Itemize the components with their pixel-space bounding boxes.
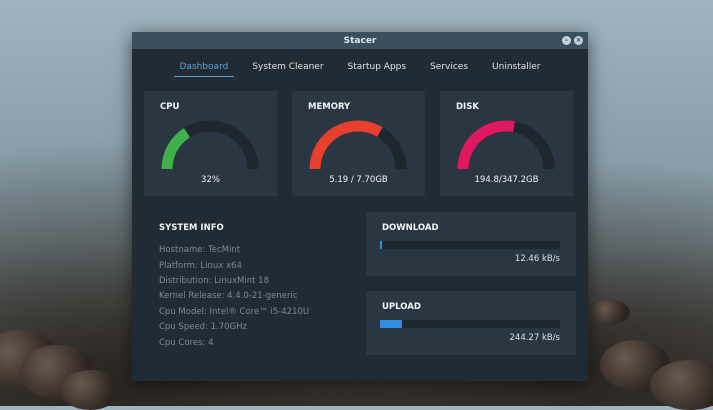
upload-card: UPLOAD 244.27 kB/s [366, 291, 576, 355]
tab-bar: Dashboard System Cleaner Startup Apps Se… [132, 61, 588, 77]
disk-gauge [457, 120, 555, 170]
memory-card: MEMORY 5.19 / 7.70GB [292, 91, 425, 196]
bg-rock [650, 360, 713, 410]
close-button[interactable]: × [574, 36, 583, 45]
bg-rock [60, 370, 120, 410]
info-cpu-speed: Cpu Speed: 1.70GHz [159, 322, 247, 332]
memory-value: 5.19 / 7.70GB [329, 175, 388, 185]
memory-gauge [309, 120, 407, 170]
tab-services[interactable]: Services [430, 62, 469, 72]
info-platform: Platform: Linux x64 [159, 261, 242, 271]
window-title: Stacer [343, 35, 377, 46]
disk-gauge-fill [457, 120, 516, 170]
upload-speed: 244.27 kB/s [509, 333, 561, 343]
upload-bar-fill [380, 320, 402, 328]
bg-rock [590, 300, 630, 325]
disk-value: 194.8/347.2GB [474, 175, 539, 185]
cpu-gauge [161, 120, 259, 170]
tab-uninstaller[interactable]: Uninstaller [492, 62, 541, 72]
download-bar [380, 241, 560, 249]
upload-bar [380, 320, 560, 328]
tab-system-cleaner[interactable]: System Cleaner [252, 62, 324, 72]
cpu-card: CPU 32% [144, 91, 277, 196]
download-bar-fill [380, 241, 382, 249]
system-info-title: SYSTEM INFO [159, 223, 224, 233]
cpu-title: CPU [160, 102, 180, 112]
stacer-window: Stacer – × Dashboard System Cleaner Star… [132, 32, 588, 381]
info-cpu-cores: Cpu Cores: 4 [159, 338, 214, 348]
download-speed: 12.46 kB/s [514, 254, 560, 264]
tab-startup-apps[interactable]: Startup Apps [347, 62, 407, 72]
disk-card: DISK 194.8/347.2GB [440, 91, 573, 196]
info-kernel: Kernel Release: 4.4.0-21-generic [159, 291, 298, 301]
cpu-value: 32% [201, 175, 220, 185]
download-card: DOWNLOAD 12.46 kB/s [366, 212, 576, 276]
minimize-button[interactable]: – [562, 36, 571, 45]
title-bar[interactable]: Stacer – × [132, 32, 588, 49]
info-distribution: Distribution: LinuxMint 18 [159, 276, 269, 286]
upload-title: UPLOAD [382, 302, 421, 312]
memory-gauge-fill [309, 120, 383, 170]
disk-title: DISK [456, 102, 479, 112]
memory-title: MEMORY [308, 102, 351, 112]
info-hostname: Hostname: TecMint [159, 245, 241, 255]
cpu-gauge-fill [161, 128, 191, 170]
download-title: DOWNLOAD [382, 223, 439, 233]
tab-dashboard[interactable]: Dashboard [168, 61, 241, 77]
info-cpu-model: Cpu Model: Intel® Core™ i5-4210U [159, 307, 310, 317]
